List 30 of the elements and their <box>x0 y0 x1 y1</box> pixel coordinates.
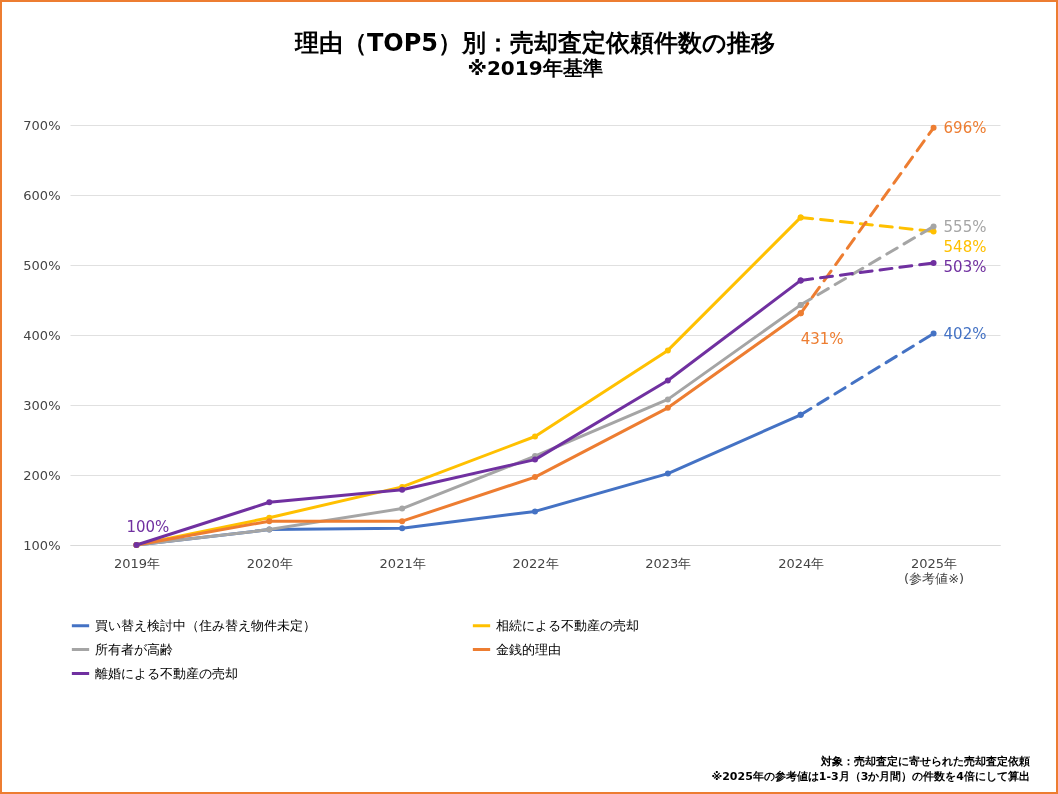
x-tick-label: 2022年 <box>512 555 559 571</box>
data-label: 548% <box>943 237 987 256</box>
x-tick-label: 2021年 <box>379 555 426 571</box>
y-tick-label: 300% <box>23 397 61 413</box>
data-label: 555% <box>943 217 987 236</box>
text: ※2025年の参考値は1-3月（3か月間）の件数を4倍にして算出 <box>711 769 1030 784</box>
x-tick-label: 2019年 <box>113 555 160 571</box>
y-tick-label: 200% <box>23 467 61 483</box>
x-tick-label: 2023年 <box>645 555 692 571</box>
data-label: 431% <box>800 330 844 349</box>
data-label: 402% <box>943 324 987 343</box>
legend-label: 所有者が高齢 <box>95 641 173 657</box>
x-tick-label: 2020年 <box>246 555 293 571</box>
legend-label: 相続による不動産の売却 <box>496 617 639 633</box>
data-label: 503% <box>943 257 987 276</box>
chart-subtitle: ※2019年基準 <box>467 56 603 80</box>
y-tick-label: 700% <box>23 117 61 133</box>
data-label: 100% <box>126 518 170 536</box>
legend-label: 離婚による不動産の売却 <box>95 665 238 681</box>
x-tick-label: 2024年 <box>778 555 825 571</box>
chart-title: 理由（TOP5）別：売却査定依頼件数の推移 <box>293 29 776 57</box>
y-tick-label: 600% <box>23 187 61 203</box>
text: 対象：売却査定に寄せられた売却査定依頼 <box>820 754 1030 769</box>
x-tick-label: 2025年 (参考値※) <box>904 555 965 586</box>
y-tick-label: 400% <box>23 327 61 343</box>
y-tick-label: 500% <box>23 257 61 273</box>
data-label: 696% <box>943 118 987 137</box>
legend-label: 買い替え検討中（住み替え物件未定） <box>95 617 316 633</box>
y-tick-label: 100% <box>23 537 61 553</box>
legend-label: 金銭的理由 <box>496 641 561 657</box>
